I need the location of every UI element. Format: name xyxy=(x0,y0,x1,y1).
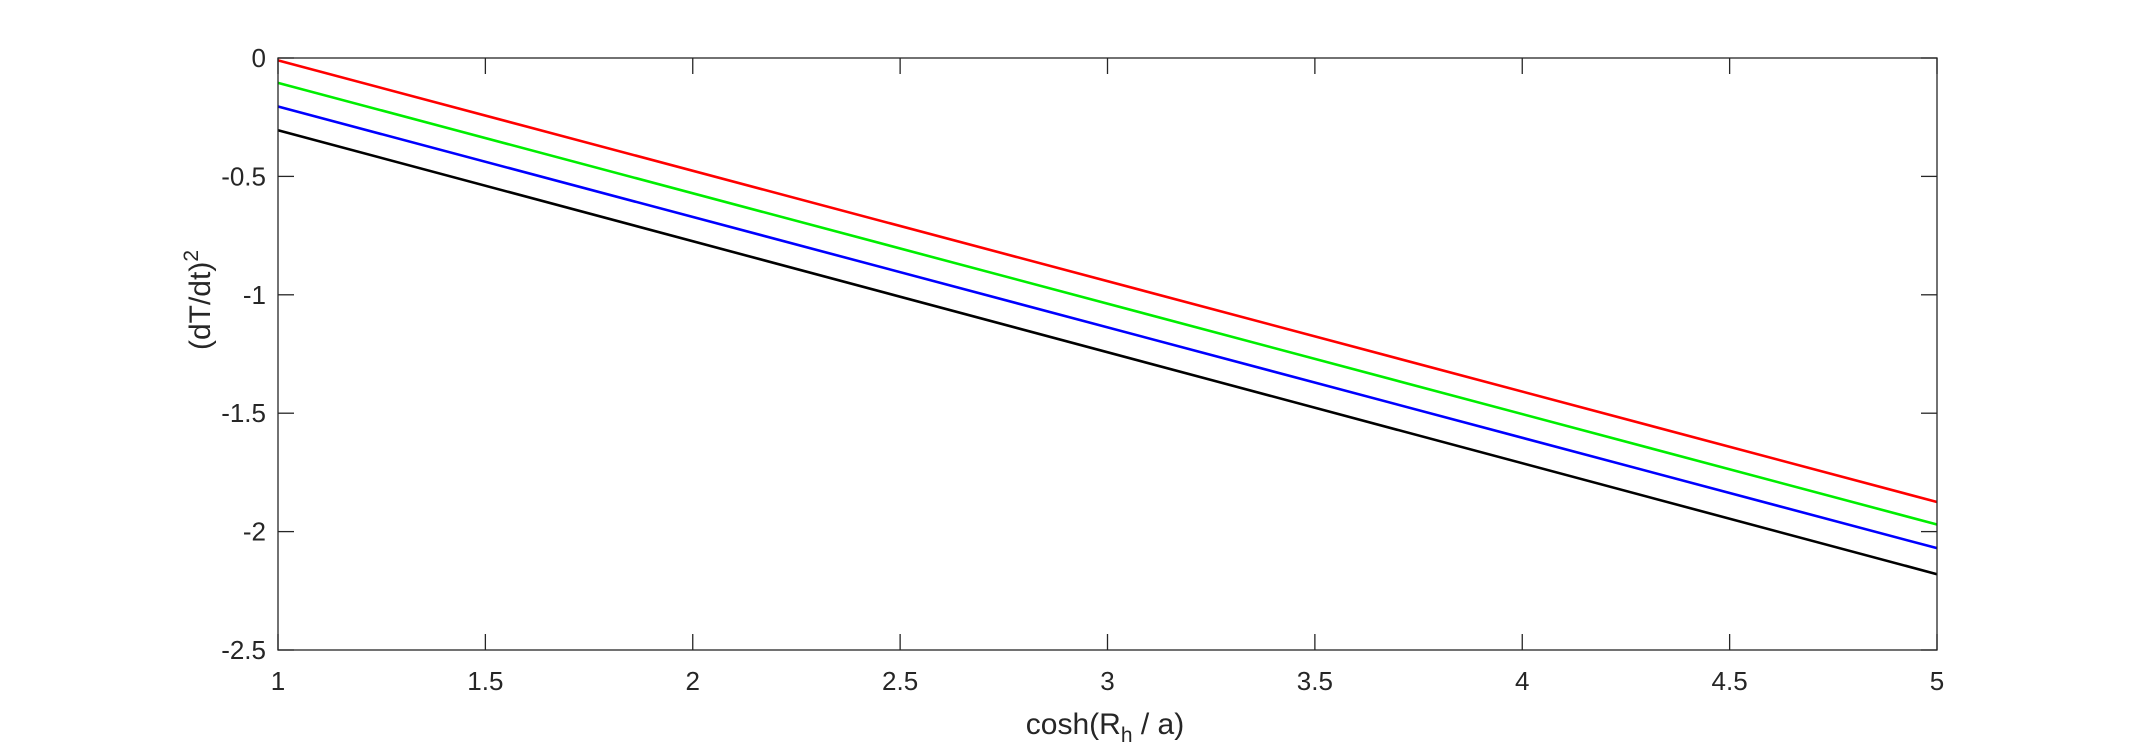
x-tick-label: 3 xyxy=(1100,666,1114,696)
y-tick-label: -1 xyxy=(243,280,266,310)
x-tick-label: 1.5 xyxy=(467,666,503,696)
x-tick-label: 5 xyxy=(1930,666,1944,696)
x-tick-label: 2.5 xyxy=(882,666,918,696)
series-line-1 xyxy=(277,59,1938,504)
x-tick-label: 1 xyxy=(271,666,285,696)
series-line-3 xyxy=(277,105,1938,550)
x-axis-label: cosh(Rh / a) xyxy=(1026,708,1184,747)
axis-ticks xyxy=(277,57,1938,651)
tick-labels: 1 1.5 2 2.5 3 3.5 4 4.5 5 0 -0.5 -1 -1.5 -2 -2.5 xyxy=(221,43,1944,696)
x-tick-label: 3.5 xyxy=(1297,666,1333,696)
y-tick-label: -2.5 xyxy=(221,635,266,665)
series-layer xyxy=(277,59,1938,576)
y-tick-label: -1.5 xyxy=(221,398,266,428)
y-tick-label: -0.5 xyxy=(221,161,266,191)
series-line-4 xyxy=(277,128,1938,576)
x-tick-label: 2 xyxy=(686,666,700,696)
y-tick-label: -2 xyxy=(243,517,266,547)
y-axis-label: (dT/dt)2 xyxy=(180,250,217,350)
y-tick-label: 0 xyxy=(252,43,266,73)
x-tick-label: 4 xyxy=(1515,666,1529,696)
x-tick-label: 4.5 xyxy=(1712,666,1748,696)
series-line-2 xyxy=(277,81,1938,526)
